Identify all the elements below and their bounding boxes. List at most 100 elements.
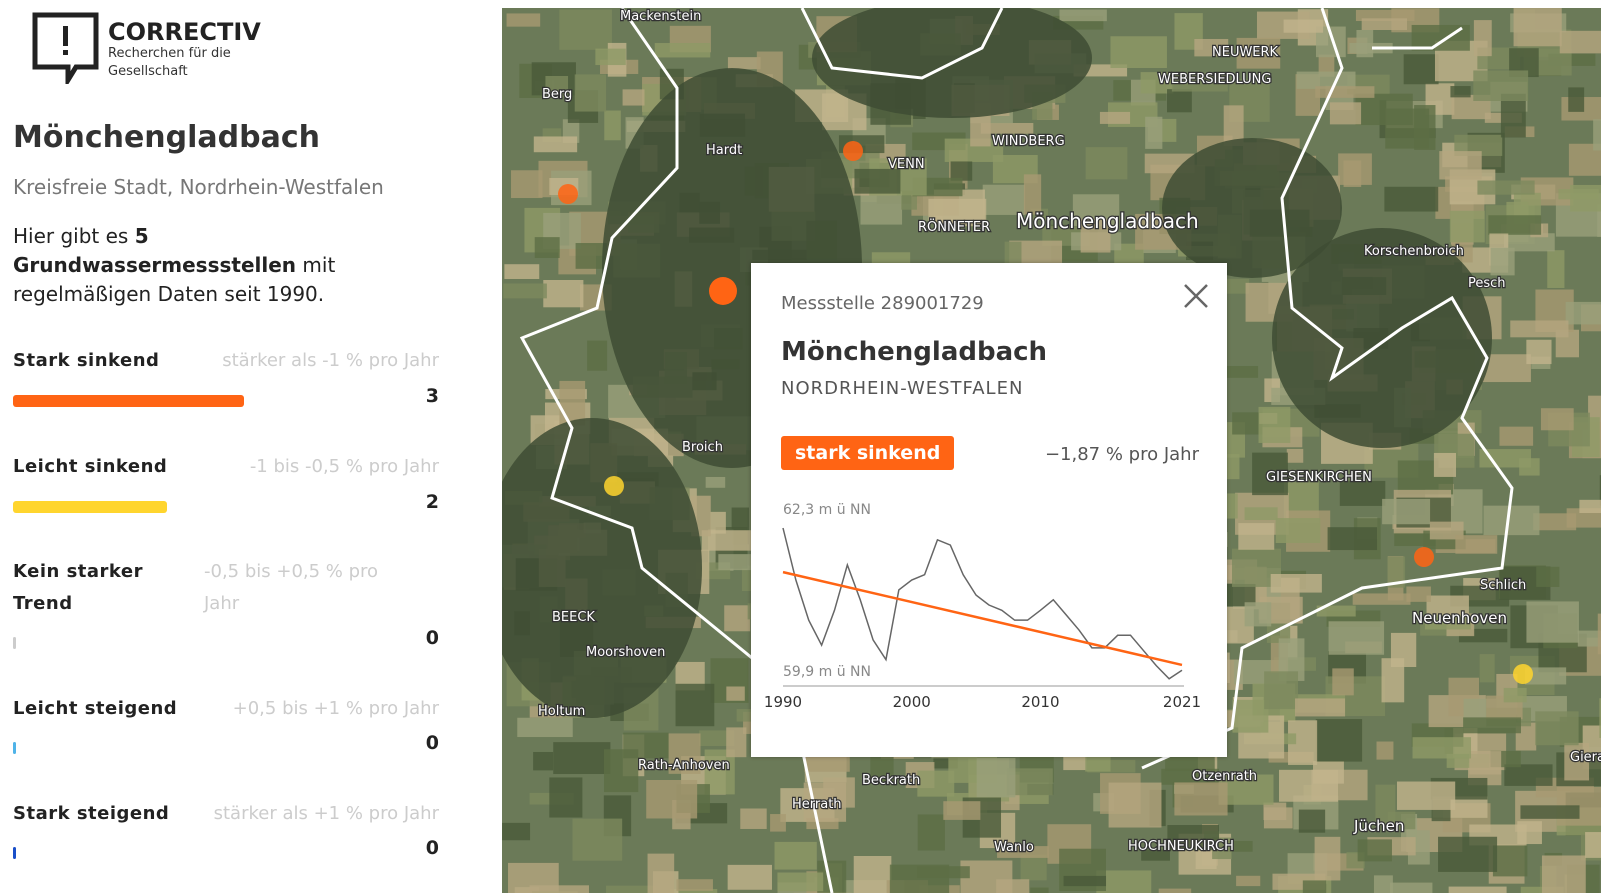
y-tick-label: 62,3 m ü NN (783, 502, 871, 518)
place-label: Wanlo (994, 840, 1034, 855)
field (506, 13, 541, 27)
field (1414, 105, 1436, 150)
place-label: VENN (888, 157, 925, 172)
field (1296, 71, 1356, 89)
field (726, 727, 747, 758)
station[interactable] (604, 476, 624, 496)
category-name: Leicht sinkend (13, 456, 168, 477)
field (1454, 134, 1503, 156)
field (575, 243, 607, 269)
field (622, 89, 645, 106)
field (1526, 339, 1552, 365)
data-line (782, 570, 1183, 667)
place-label: Schlich (1480, 578, 1526, 593)
field (724, 605, 751, 632)
field (928, 198, 987, 223)
field (1593, 119, 1601, 151)
subtitle: Kreisfreie Stadt, Nordrhein-Westfalen (13, 175, 384, 199)
brand: CORRECTIV (108, 18, 261, 46)
field (777, 872, 824, 892)
field (572, 818, 623, 861)
field (604, 110, 621, 141)
stations (558, 141, 1533, 684)
field (1302, 880, 1327, 893)
field (646, 779, 698, 819)
popup-title: Mönchengladbach (781, 337, 1048, 367)
field (675, 683, 715, 727)
close-button[interactable] (1183, 283, 1209, 309)
field (1236, 37, 1281, 69)
station[interactable] (558, 184, 578, 204)
field (1483, 505, 1540, 536)
region: NORDRHEIN-WESTFALEN (781, 378, 1024, 399)
field (1387, 811, 1416, 830)
tagline: Recherchen für die (108, 46, 231, 61)
data-line (782, 527, 1183, 680)
field (1535, 711, 1579, 746)
field (1463, 717, 1521, 734)
field (1332, 668, 1354, 696)
field (511, 170, 543, 199)
category-bar (13, 742, 16, 754)
field (1236, 875, 1261, 887)
field (1218, 774, 1274, 805)
category-bar (13, 637, 16, 649)
field (1570, 184, 1601, 212)
field (699, 730, 735, 747)
station[interactable] (709, 277, 737, 305)
field (502, 822, 531, 841)
field (710, 511, 726, 534)
field (1232, 699, 1269, 733)
category-count: 3 (425, 385, 439, 407)
x-tick-label: 2000 (893, 693, 931, 711)
place-label: Beckrath (862, 773, 920, 788)
station[interactable] (1414, 547, 1434, 567)
field (718, 554, 761, 571)
field (853, 856, 892, 893)
field (1030, 887, 1049, 893)
category-name: Stark steigend (13, 803, 170, 824)
field (1338, 153, 1372, 185)
forest (1162, 138, 1342, 278)
place-label: Korschenbroich (1364, 244, 1464, 259)
field (1479, 654, 1495, 683)
field (676, 879, 713, 891)
field (976, 758, 1016, 798)
field (1426, 595, 1469, 617)
field (727, 57, 761, 70)
field (1597, 204, 1601, 237)
map[interactable]: Mackenstein Berg Hardt VENN NEUWERK WEBERSIED… (502, 8, 1601, 893)
field (1384, 186, 1439, 212)
field (1275, 518, 1321, 543)
field (647, 853, 675, 893)
category-name: Kein starker Trend (13, 561, 144, 614)
trend-value: −1,87 % pro Jahr (1044, 444, 1199, 465)
popup: Messstelle 289001729 Mönchengladbach NOR… (751, 263, 1227, 757)
category-bar (13, 847, 16, 859)
field (1490, 247, 1515, 276)
place-label: Neuenhoven (1412, 609, 1507, 627)
field (1448, 886, 1507, 893)
category-range: +0,5 bis +1 % pro Jahr (232, 698, 439, 719)
field (1520, 805, 1580, 819)
field (1283, 19, 1324, 33)
field (1533, 513, 1577, 531)
category-range: -1 bis -0,5 % pro Jahr (249, 456, 439, 477)
field (559, 9, 612, 50)
field (1110, 36, 1167, 68)
station[interactable] (843, 141, 863, 161)
field (574, 74, 607, 112)
field (804, 756, 850, 772)
field (595, 48, 626, 66)
field (1373, 875, 1393, 893)
station[interactable] (1513, 664, 1533, 684)
field (1403, 54, 1439, 85)
field (705, 476, 726, 488)
field (1449, 210, 1485, 243)
field (1315, 719, 1363, 762)
intro-bold: Grundwassermessstellen (13, 253, 297, 277)
field (517, 717, 573, 738)
field (1195, 848, 1217, 870)
field (917, 770, 955, 797)
